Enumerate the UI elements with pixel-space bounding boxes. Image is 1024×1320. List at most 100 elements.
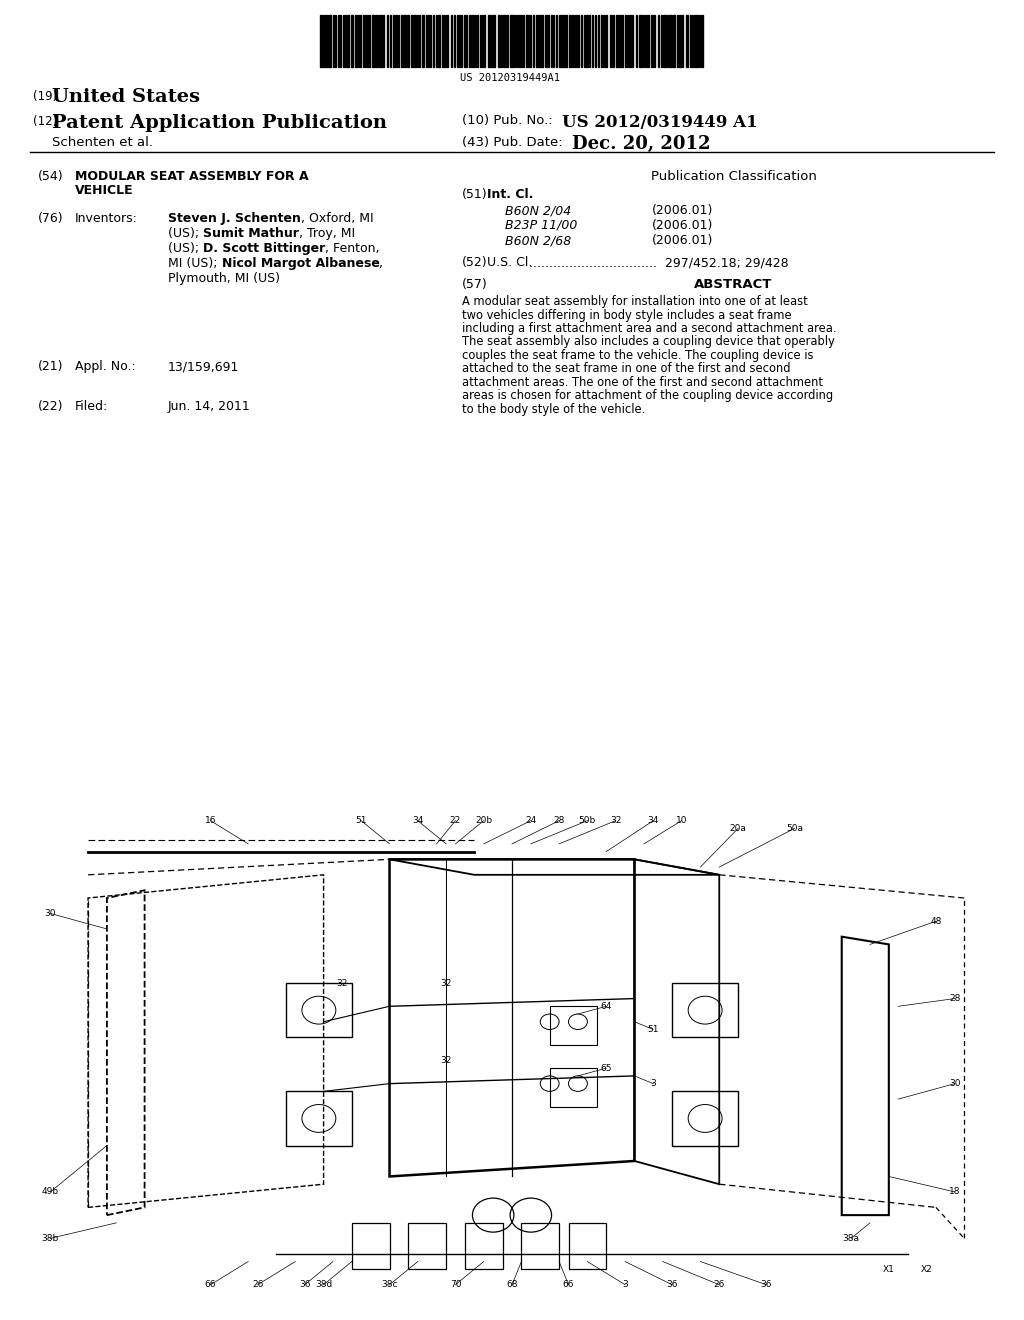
Text: X2: X2 [921, 1265, 933, 1274]
Bar [545, 15, 547, 67]
Bar [679, 15, 681, 67]
Text: ,: , [379, 257, 383, 271]
Text: (2006.01): (2006.01) [652, 219, 714, 232]
Text: 48: 48 [930, 916, 942, 925]
Text: Jun. 14, 2011: Jun. 14, 2011 [168, 400, 251, 413]
Text: (22): (22) [38, 400, 63, 413]
Bar [380, 15, 382, 67]
Bar [469, 15, 471, 67]
Text: D. Scott Bittinger: D. Scott Bittinger [203, 242, 326, 255]
Text: Appl. No.:: Appl. No.: [75, 360, 136, 374]
Text: Patent Application Publication: Patent Application Publication [52, 114, 387, 132]
Bar [347, 15, 349, 67]
Text: 66: 66 [205, 1280, 216, 1290]
Text: attachment areas. The one of the first and second attachment: attachment areas. The one of the first a… [462, 376, 823, 389]
Bar [529, 15, 531, 67]
Text: 64: 64 [600, 1002, 612, 1011]
Text: 28: 28 [949, 994, 961, 1003]
Bar [686, 15, 688, 67]
Bar [375, 15, 377, 67]
Text: 49b: 49b [42, 1188, 59, 1196]
Text: 65: 65 [600, 1064, 612, 1073]
Text: 32: 32 [440, 1056, 452, 1065]
Text: (51): (51) [462, 187, 487, 201]
Text: 38b: 38b [42, 1234, 59, 1243]
Text: Plymouth, MI (US): Plymouth, MI (US) [168, 272, 280, 285]
Bar [493, 15, 495, 67]
Bar [672, 983, 738, 1038]
Text: B23P 11/00: B23P 11/00 [505, 219, 578, 232]
Bar [411, 15, 413, 67]
Text: ABSTRACT: ABSTRACT [694, 279, 773, 290]
Text: 38a: 38a [843, 1234, 860, 1243]
Text: (2006.01): (2006.01) [652, 234, 714, 247]
Text: (43) Pub. Date:: (43) Pub. Date: [462, 136, 562, 149]
Bar [351, 15, 353, 67]
Text: 36: 36 [761, 1280, 772, 1290]
Text: 32: 32 [440, 978, 452, 987]
Text: The seat assembly also includes a coupling device that operably: The seat assembly also includes a coupli… [462, 335, 835, 348]
Text: ................................  297/452.18; 29/428: ................................ 297/452… [529, 256, 788, 269]
Bar [521, 1222, 559, 1270]
Text: (US);: (US); [168, 227, 203, 240]
Bar [414, 15, 416, 67]
Bar [663, 15, 666, 67]
Text: (21): (21) [38, 360, 63, 374]
Text: (54): (54) [38, 170, 63, 183]
Bar [503, 15, 505, 67]
Bar [629, 15, 631, 67]
Text: 50b: 50b [579, 816, 596, 825]
Text: 32: 32 [337, 978, 348, 987]
Bar [510, 15, 513, 67]
Text: US 20120319449A1: US 20120319449A1 [460, 73, 560, 83]
Text: to the body style of the vehicle.: to the body style of the vehicle. [462, 403, 645, 416]
Text: 3: 3 [650, 1080, 656, 1088]
Bar [352, 1222, 389, 1270]
Text: 32: 32 [610, 816, 622, 825]
Bar [422, 15, 424, 67]
Bar [694, 15, 697, 67]
Bar [559, 15, 561, 67]
Bar [500, 15, 502, 67]
Text: Inventors:: Inventors: [75, 213, 138, 224]
Text: MI (US);: MI (US); [168, 257, 221, 271]
Bar [569, 15, 571, 67]
Text: B60N 2/04: B60N 2/04 [505, 205, 571, 216]
Bar [506, 15, 508, 67]
Bar [550, 1068, 597, 1107]
Text: 20a: 20a [730, 824, 746, 833]
Bar [446, 15, 449, 67]
Text: Dec. 20, 2012: Dec. 20, 2012 [572, 135, 711, 153]
Text: VEHICLE: VEHICLE [75, 183, 133, 197]
Text: B60N 2/68: B60N 2/68 [505, 234, 571, 247]
Bar [562, 15, 564, 67]
Text: 26: 26 [252, 1280, 263, 1290]
Text: X1: X1 [883, 1265, 895, 1274]
Text: Publication Classification: Publication Classification [650, 170, 816, 183]
Bar [372, 15, 374, 67]
Text: 34: 34 [647, 816, 659, 825]
Text: 10: 10 [676, 816, 687, 825]
Bar [541, 15, 543, 67]
Text: 24: 24 [525, 816, 537, 825]
Text: 26: 26 [714, 1280, 725, 1290]
Text: couples the seat frame to the vehicle. The coupling device is: couples the seat frame to the vehicle. T… [462, 348, 813, 362]
Text: (12): (12) [33, 115, 57, 128]
Text: two vehicles differing in body style includes a seat frame: two vehicles differing in body style inc… [462, 309, 792, 322]
Bar [472, 15, 474, 67]
Text: (10) Pub. No.:: (10) Pub. No.: [462, 114, 553, 127]
Bar [669, 15, 672, 67]
Bar [605, 15, 607, 67]
Text: , Oxford, MI: , Oxford, MI [301, 213, 374, 224]
Bar [325, 15, 327, 67]
Text: (US);: (US); [168, 242, 203, 255]
Text: MODULAR SEAT ASSEMBLY FOR A: MODULAR SEAT ASSEMBLY FOR A [75, 170, 308, 183]
Bar [610, 15, 612, 67]
Text: 51: 51 [647, 1026, 659, 1034]
Text: 36: 36 [667, 1280, 678, 1290]
Bar [286, 983, 352, 1038]
Bar [639, 15, 641, 67]
Bar [550, 1006, 597, 1045]
Bar [568, 1222, 606, 1270]
Text: Sumit Mathur: Sumit Mathur [203, 227, 299, 240]
